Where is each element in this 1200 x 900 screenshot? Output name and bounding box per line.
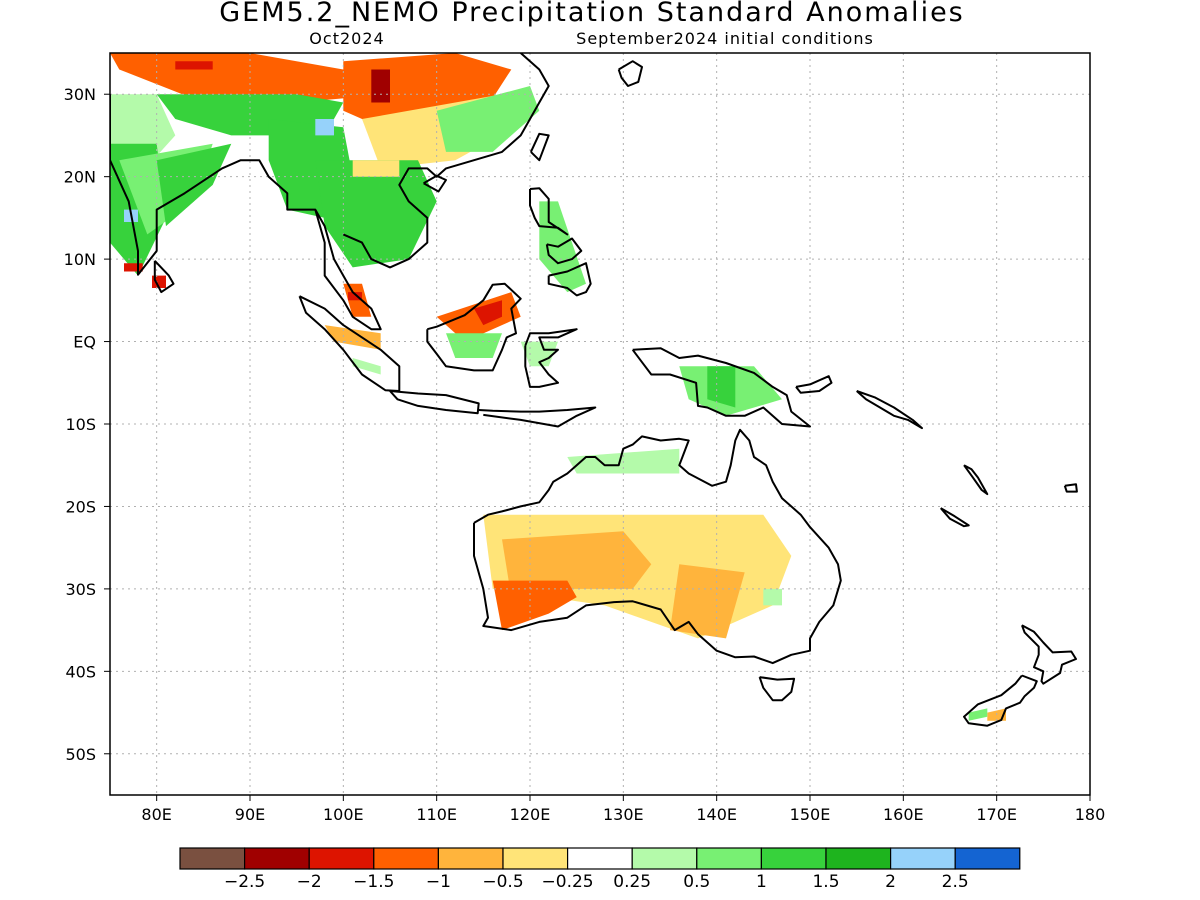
legend-swatch — [308, 847, 375, 870]
initial-conditions: September2024 initial conditions — [576, 29, 874, 48]
anomaly-region-australia-orange-se — [670, 564, 745, 639]
legend-label: 1.5 — [812, 872, 839, 892]
legend-swatch — [437, 847, 504, 870]
legend-label: 2.5 — [942, 872, 969, 892]
lat-tick-label: 40S — [65, 662, 96, 681]
coastline-new-zealand-north — [1020, 624, 1077, 685]
legend-label: −0.25 — [542, 872, 594, 892]
coastline-lesser-sunda — [478, 406, 597, 428]
lat-tick-label: 20N — [64, 168, 96, 187]
anomaly-region-borneo-green — [446, 333, 502, 358]
anomaly-region-borneo-red — [474, 300, 502, 326]
lon-tick-label: 100E — [323, 805, 364, 824]
coastline-sri-lanka — [153, 260, 175, 294]
legend-swatch — [502, 847, 569, 870]
lon-tick-label: 110E — [416, 805, 457, 824]
anomaly-region-india-east — [156, 143, 232, 227]
map-frame — [109, 52, 1091, 796]
legend-swatch — [954, 847, 1021, 870]
anomaly-region-nz-green — [968, 708, 988, 721]
lat-tick-label: EQ — [73, 333, 96, 352]
coastline-taiwan — [529, 132, 550, 162]
coastline-sulawesi — [524, 328, 578, 388]
lon-tick-label: 120E — [510, 805, 551, 824]
coastline-vanuatu — [963, 464, 989, 496]
legend-swatch — [244, 847, 310, 870]
legend-swatch — [760, 847, 827, 870]
coastline-philippines-visayas — [545, 237, 583, 265]
coastline-new-guinea — [631, 347, 811, 428]
coastline-java — [389, 390, 480, 415]
legend-swatch — [566, 847, 633, 870]
anomaly-region-australia-east-green — [763, 588, 782, 606]
anomaly-region-china-red-spot — [371, 69, 390, 103]
lon-tick-label: 170E — [976, 805, 1017, 824]
lat-tick-label: 50S — [65, 745, 96, 764]
legend-label: 1 — [756, 872, 767, 892]
lon-tick-label: 90E — [235, 805, 265, 824]
lon-tick-label: 140E — [696, 805, 737, 824]
legend-label: −2 — [297, 872, 322, 892]
lat-tick-label: 10N — [64, 250, 96, 269]
lat-tick-label: 20S — [65, 497, 96, 516]
legend-label: −1.5 — [353, 872, 394, 892]
coastline-australia — [473, 428, 842, 665]
axis-ticks: 80E 90E 100E 110E 120E 130E 140E 150E 160E 170E 18… — [64, 85, 1106, 824]
coastline-borneo — [426, 282, 522, 372]
legend-swatch — [373, 847, 439, 870]
graticule — [110, 53, 1090, 795]
coastline-new-britain — [795, 375, 833, 394]
lon-tick-label: 180 — [1075, 805, 1106, 824]
coastline-hainan — [423, 174, 447, 193]
lon-tick-label: 160E — [883, 805, 924, 824]
coastline-new-zealand-south — [963, 674, 1038, 727]
coastline-new-caledonia — [939, 507, 970, 528]
legend-swatch — [631, 847, 698, 870]
legend-label: −2.5 — [224, 872, 265, 892]
coastline-india-coast — [110, 94, 382, 331]
lon-tick-label: 130E — [603, 805, 644, 824]
coastline-tasmania — [758, 676, 796, 702]
forecast-month: Oct2024 — [309, 29, 384, 48]
anomaly-region-vietnam-north-yellow — [352, 160, 400, 177]
legend-label: 2 — [885, 872, 896, 892]
anomaly-region-india-south-tip — [124, 263, 143, 272]
anomaly-region-sumatra-orange — [324, 325, 381, 350]
anomaly-region-mainland-sea-green — [315, 160, 437, 268]
legend-label: 0.5 — [683, 872, 710, 892]
anomaly-region-new-guinea-green-dark — [707, 366, 736, 408]
coastline-fiji — [1063, 483, 1078, 493]
lat-tick-label: 30N — [64, 85, 96, 104]
legend-swatch — [889, 847, 956, 870]
anomaly-region-himalaya-red — [175, 61, 213, 70]
legend-swatch — [179, 847, 246, 870]
anomaly-region-china-coast-green — [436, 86, 540, 152]
legend-label: 0.25 — [613, 872, 651, 892]
lon-tick-label: 80E — [141, 805, 171, 824]
color-legend: −2.5 −2 −1.5 −1 −0.5 −0.25 0.25 0.5 1 1.5 2 2.5 — [179, 847, 1021, 892]
coastline-solomon-islands — [856, 390, 923, 430]
lat-tick-label: 30S — [65, 580, 96, 599]
legend-label: −1 — [426, 872, 451, 892]
legend-swatch — [825, 847, 892, 870]
lon-tick-label: 150E — [790, 805, 831, 824]
coastline-japan-south — [617, 60, 643, 87]
anomaly-fill-layer — [110, 53, 1006, 721]
anomaly-region-australia-red — [492, 580, 577, 631]
anomaly-region-sumatra-green — [352, 358, 381, 375]
coastline-layer — [110, 53, 1078, 727]
coastline-philippines-luzon — [529, 187, 569, 236]
map-title: GEM5.2_NEMO Precipitation Standard Anoma… — [219, 0, 965, 28]
legend-label: −0.5 — [482, 872, 523, 892]
anomaly-region-myanmar-blue — [315, 119, 334, 136]
coastline-indochina-coast — [342, 53, 550, 269]
coastline-philippines-mindanao — [547, 262, 592, 297]
legend-swatch — [696, 847, 762, 870]
lat-tick-label: 10S — [65, 415, 96, 434]
